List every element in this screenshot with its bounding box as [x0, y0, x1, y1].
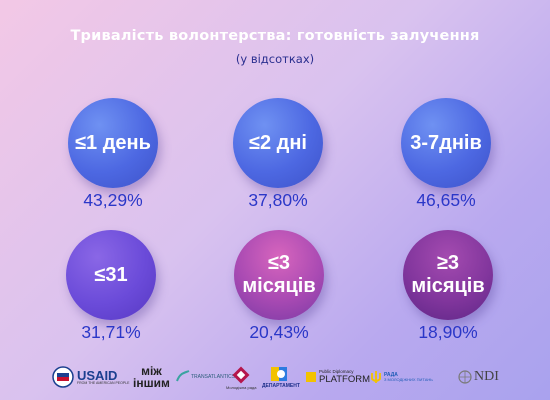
bubble-label-line1: ≥3: [436, 252, 460, 274]
ndi-text: NDI: [474, 369, 499, 384]
bubble-label-line1: ≤3: [267, 252, 291, 274]
mizh-line1: між: [141, 364, 162, 378]
bubble-1-day: ≤1 день: [68, 98, 158, 188]
value-2-days: 37,80%: [248, 190, 308, 210]
value-3-7-days: 46,65%: [416, 190, 476, 210]
bubble-le-3-months: ≤3 місяців: [234, 230, 324, 320]
usaid-text: USAID: [77, 367, 118, 383]
bubble-label: ≤31: [94, 263, 128, 286]
department-text: ДЕПАРТАМЕНТ: [262, 383, 300, 389]
youth-rada-logo: РАДА З МОЛОДІЖНИХ ПИТАНЬ: [370, 362, 433, 392]
mizh-inshym-logo: між іншим: [133, 362, 170, 392]
bubble-label-line2: місяців: [242, 275, 316, 297]
youth-council-text: Молодіжна рада: [226, 384, 257, 390]
mizh-line2: іншим: [133, 376, 170, 390]
pd-line1: Public Diplomacy: [319, 369, 354, 374]
ornament-icon: [232, 366, 250, 383]
bubble-label: 3-7днів: [410, 131, 482, 154]
bubble-ge-3-months: ≥3 місяців: [403, 230, 493, 320]
pd-line2: PLATFORM: [319, 373, 371, 385]
department-logo: ДЕПАРТАМЕНТ: [262, 362, 300, 392]
rada-line2: З МОЛОДІЖНИХ ПИТАНЬ: [384, 376, 433, 382]
partner-logos: USAID FROM THE AMERICAN PEOPLE між іншим…: [0, 362, 550, 392]
ndi-logo: NDI: [458, 362, 499, 392]
square-icon: [306, 372, 316, 382]
bubble-3-7-days: 3-7днів: [401, 98, 491, 188]
value-le-3-months: 20,43%: [249, 322, 309, 342]
bubble-label-line2: місяців: [411, 275, 485, 297]
transatlantics-logo: TRANSATLANTICS: [176, 362, 235, 392]
chart-title: Тривалість волонтерства: готовність залу…: [70, 28, 480, 44]
bubble-label: ≤3 місяців: [242, 252, 315, 298]
transatlantics-text: TRANSATLANTICS: [191, 374, 236, 380]
bubble-2-days: ≤2 дні: [233, 98, 323, 188]
usaid-logo: USAID FROM THE AMERICAN PEOPLE: [52, 362, 129, 392]
usaid-sub: FROM THE AMERICAN PEOPLE: [77, 380, 130, 385]
youth-council-logo: Молодіжна рада: [226, 362, 256, 392]
bubble-label: ≥3 місяців: [411, 252, 484, 298]
bubble-31: ≤31: [66, 230, 156, 320]
rada-line1: РАДА: [384, 371, 398, 378]
public-diplomacy-logo: Public Diplomacy PLATFORM: [306, 362, 370, 392]
department-emblem-icon: [270, 367, 287, 381]
wave-icon: [176, 370, 190, 382]
bubble-label: ≤2 дні: [249, 131, 307, 154]
trident-icon: [371, 371, 381, 383]
value-31: 31,71%: [81, 322, 141, 342]
usaid-seal-icon: [52, 366, 74, 388]
globe-icon: [458, 370, 472, 384]
value-ge-3-months: 18,90%: [418, 322, 478, 342]
value-1-day: 43,29%: [83, 190, 143, 210]
bubble-label: ≤1 день: [75, 131, 151, 154]
chart-subtitle: (у відсотках): [235, 52, 315, 66]
